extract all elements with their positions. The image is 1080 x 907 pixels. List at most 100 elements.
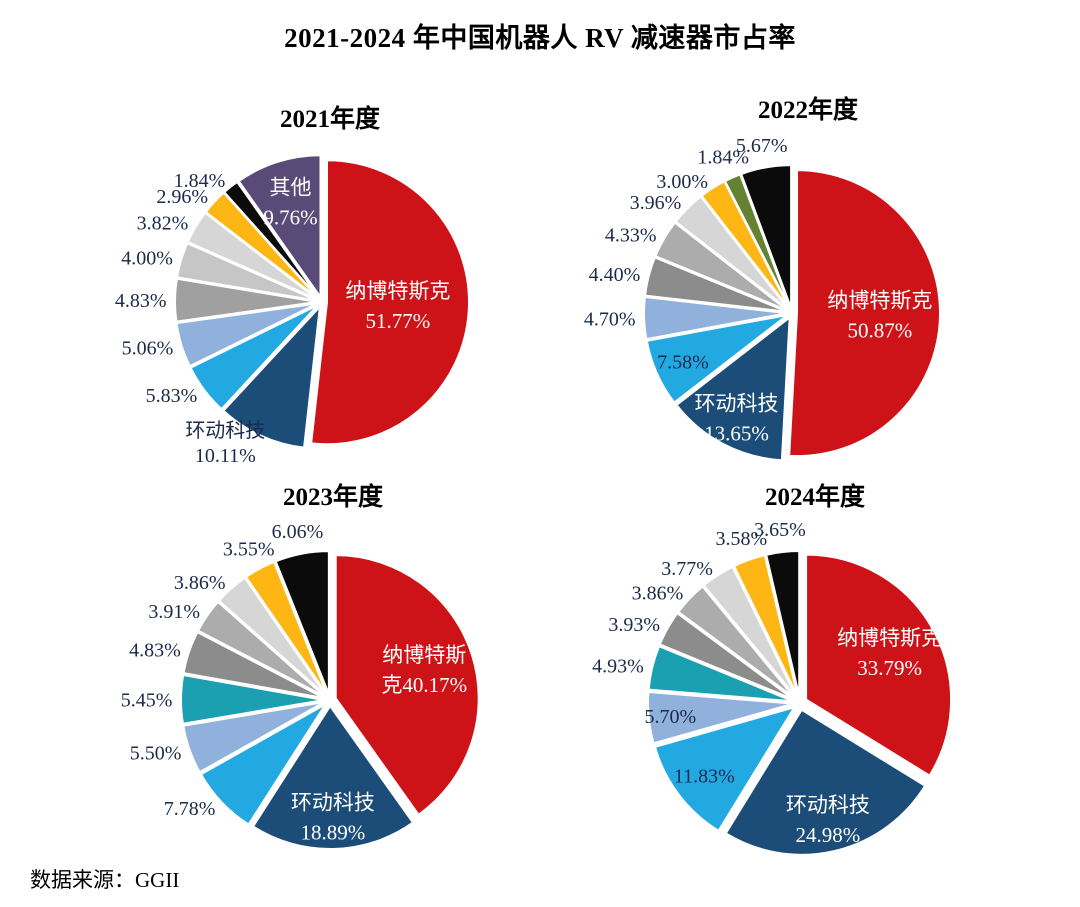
slice-label: 50.87% <box>848 318 913 342</box>
pie-slice <box>237 154 322 299</box>
pie-slice <box>274 550 330 696</box>
source-note: 数据来源：GGII <box>30 868 180 892</box>
pie-slice <box>223 180 320 300</box>
pie-slice <box>644 256 789 313</box>
pie-slice <box>174 277 318 323</box>
slice-label: 4.83% <box>129 639 181 661</box>
slice-label: 环动科技 <box>786 793 870 817</box>
pie-slice <box>674 195 790 311</box>
pie-slice <box>788 169 941 458</box>
slice-label: 6.06% <box>272 521 324 543</box>
chart-title: 2021-2024 年中国机器人 RV 减速器市占率 <box>284 23 796 53</box>
slice-label: 1.84% <box>697 147 749 169</box>
pie-slice <box>677 585 796 700</box>
pie-slice <box>334 554 480 816</box>
slice-label: 3.82% <box>137 213 189 235</box>
slice-label: 4.00% <box>121 248 173 270</box>
slice-label: 5.67% <box>736 135 788 157</box>
pie-slice <box>647 690 795 745</box>
slice-label: 纳博特斯克 <box>837 626 942 650</box>
pie-slice <box>675 316 791 462</box>
pie-slice <box>244 560 329 696</box>
slice-label: 环动科技 <box>694 392 778 416</box>
slice-label: 3.91% <box>148 601 200 623</box>
pie-slice <box>645 314 789 404</box>
slice-label: 环动科技 <box>291 791 375 815</box>
pie-slice <box>733 554 799 698</box>
pie-slice <box>643 296 789 341</box>
pie-slice <box>186 211 319 301</box>
slice-label: 克40.17% <box>381 673 467 697</box>
pie-slice <box>702 565 798 699</box>
slice-label: 10.11% <box>195 445 256 467</box>
pie-slice <box>189 303 319 411</box>
pie-slice <box>765 550 801 698</box>
pie-slice <box>197 600 327 698</box>
slice-label: 3.55% <box>223 539 275 561</box>
pie-slice <box>647 645 795 703</box>
slice-label: 4.33% <box>605 224 657 246</box>
pie-slice <box>175 302 319 368</box>
slice-label: 其他 <box>269 175 311 199</box>
slice-label: 3.58% <box>715 528 767 550</box>
pie-slice <box>653 706 796 832</box>
pie-slice <box>200 703 327 826</box>
pie-slice <box>180 674 325 725</box>
slice-label: 24.98% <box>796 823 861 847</box>
slice-label: 4.93% <box>592 655 644 677</box>
slice-label: 4.83% <box>115 290 167 312</box>
slice-label: 纳博特斯 <box>382 643 466 667</box>
slice-label: 9.76% <box>263 205 317 229</box>
pie-slice <box>310 159 470 446</box>
slice-label: 5.45% <box>121 689 173 711</box>
slice-label: 3.00% <box>656 171 708 193</box>
slice-label: 3.86% <box>632 582 684 604</box>
slice-label: 5.70% <box>645 706 697 728</box>
slice-label: 5.06% <box>122 338 174 360</box>
slice-label: 纳博特斯克 <box>827 288 932 312</box>
pie-slice <box>176 242 319 302</box>
slice-label: 11.83% <box>674 766 735 788</box>
slice-label: 5.50% <box>130 743 182 765</box>
chart-subtitle: 2021年度 <box>280 104 380 133</box>
pie-chart-panel: 2023年度 纳博特斯 克40.17% 环动科技 18.89% 7.78% 5.50% 5.4… <box>0 460 540 907</box>
chart-subtitle: 2022年度 <box>758 95 858 124</box>
pie-chart-panel: 2024年度纳博特斯克 33.79% 环动科技 24.98% 11.83% 5.70% 4.… <box>540 460 1080 907</box>
pie-slice <box>217 576 328 697</box>
slice-label: 3.96% <box>630 192 682 214</box>
slice-label: 51.77% <box>366 309 431 333</box>
slice-label: 4.70% <box>584 308 636 330</box>
slice-label: 18.89% <box>300 821 365 845</box>
slice-label: 3.86% <box>174 572 226 594</box>
pie-slice <box>723 173 791 310</box>
pie-slice <box>658 612 795 701</box>
slice-label: 13.65% <box>704 422 769 446</box>
slice-label: 环动科技 <box>185 419 265 442</box>
slice-label: 3.93% <box>608 614 660 636</box>
pie-slice <box>182 701 326 774</box>
pie-slice <box>805 553 953 777</box>
pie-chart-panel: 2021年度纳博特斯克 51.77% 环动科技 10.11% 5.83% 5.06% 4.8… <box>0 60 540 480</box>
slice-label: 7.58% <box>657 352 709 374</box>
pie-slice <box>740 164 793 310</box>
slice-label: 2.96% <box>156 186 208 208</box>
pie-chart-panel: 2022年度纳博特斯克 50.87% 环动科技 13.65% 7.58% 4.70% 4.4… <box>540 60 1080 480</box>
pie-slice <box>654 221 789 312</box>
pie-slice <box>724 708 927 856</box>
chart-subtitle: 2023年度 <box>283 482 383 511</box>
pie-slice <box>222 305 321 449</box>
slice-label: 5.83% <box>146 385 198 407</box>
slice-label: 4.40% <box>589 264 641 286</box>
slice-label: 3.77% <box>661 558 713 580</box>
chart-subtitle: 2024年度 <box>765 482 865 511</box>
slice-label: 3.65% <box>754 519 806 541</box>
slice-label: 纳博特斯克 <box>345 279 450 303</box>
pie-slice <box>252 704 414 850</box>
slice-label: 33.79% <box>857 656 922 680</box>
